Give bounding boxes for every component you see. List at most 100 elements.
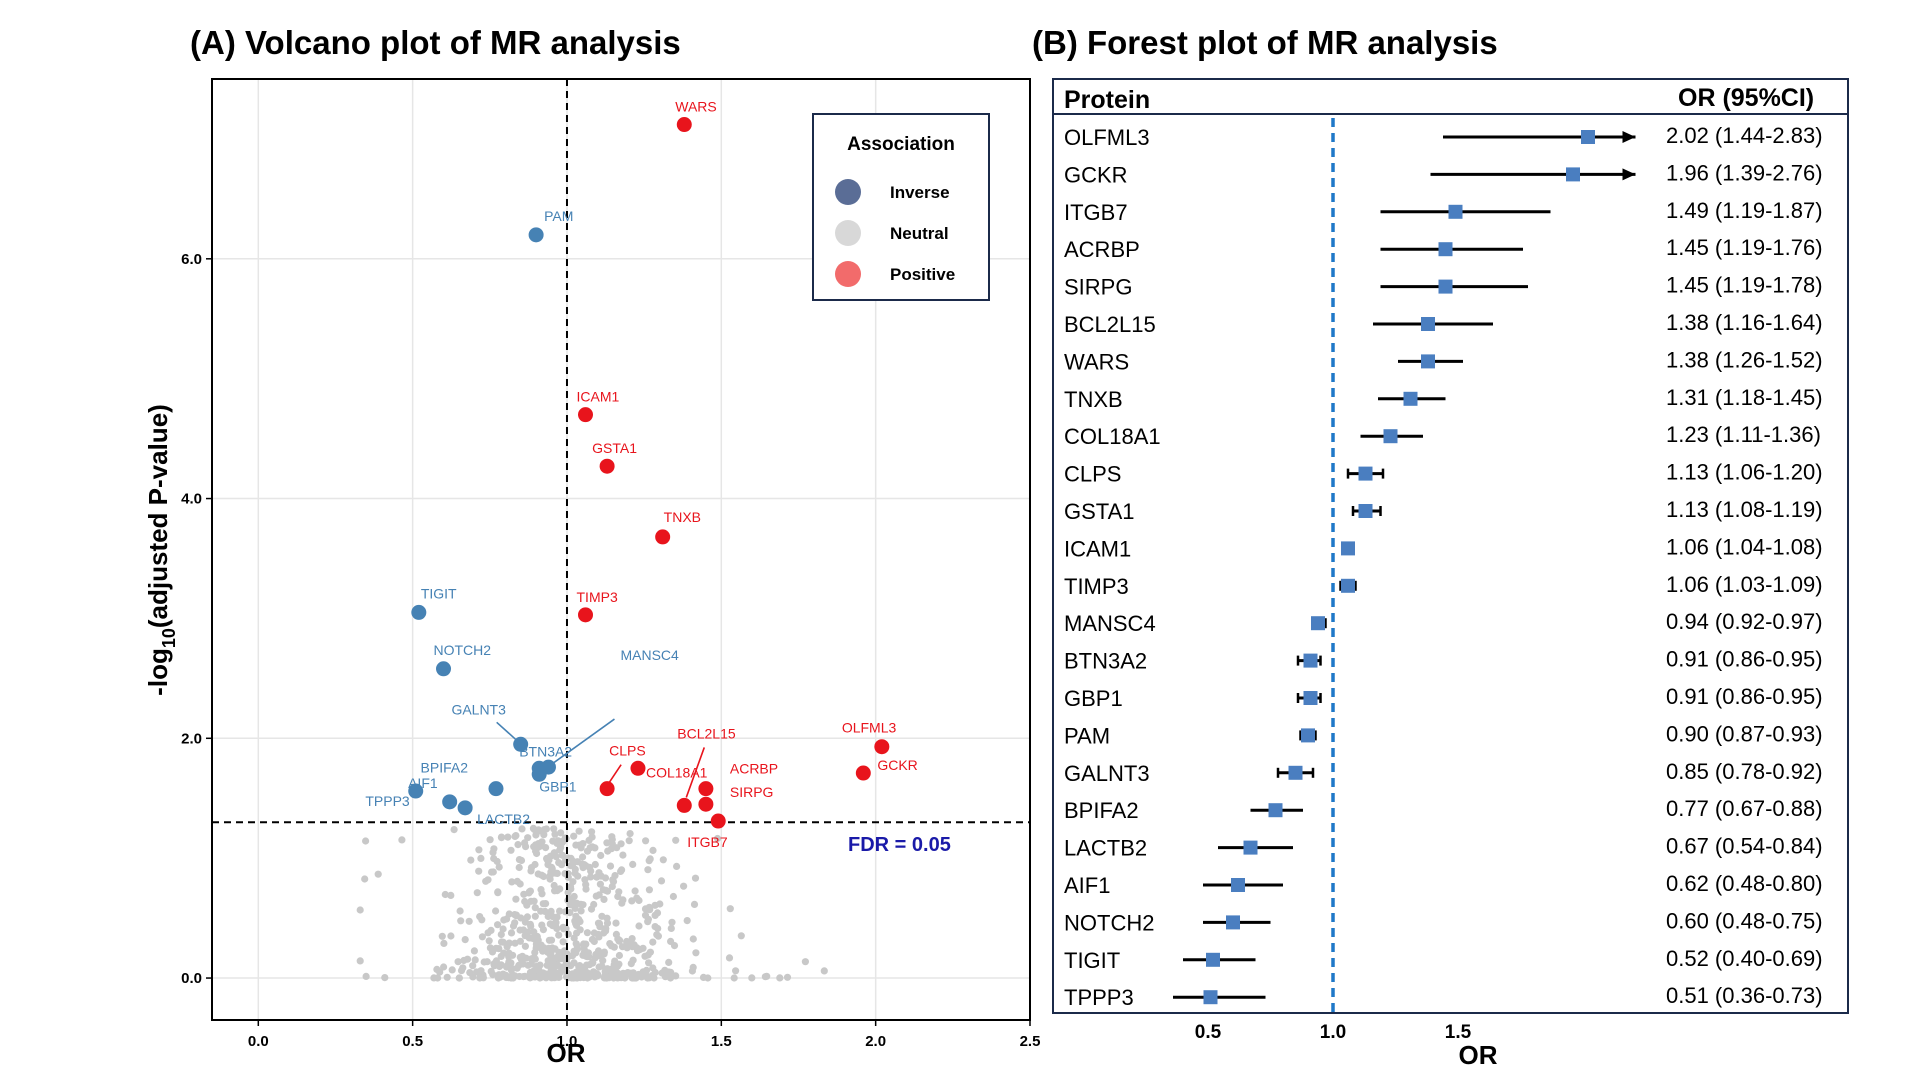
neutral-point [776,974,784,982]
point-pam [528,227,544,243]
point-acrbp [698,781,714,797]
neutral-point [523,913,532,921]
volcano-y-ticks: 0.0 2.0 4.0 6.0 [181,251,212,987]
neutral-point [645,857,653,865]
neutral-point [591,860,599,869]
neutral-point [614,892,622,901]
forest-row-icam1: ICAM1 1.06 (1.04-1.08) [1064,534,1823,561]
point-label-col18a1: COL18A1 [646,764,708,780]
neutral-point [547,936,556,944]
forest-marker-tppp3 [1203,990,1218,1005]
neutral-point [645,959,653,967]
neutral-point [530,953,538,962]
neutral-point [590,937,598,946]
y-title-prefix: -log [143,648,173,696]
neutral-point [633,947,642,955]
forest-marker-olfml3 [1581,130,1595,144]
forest-marker-notch2 [1226,915,1240,930]
neutral-point [448,966,456,974]
forest-frame [1052,78,1849,1014]
forest-marker-pam [1301,728,1315,743]
neutral-point [606,862,615,870]
neutral-point [459,964,467,972]
neutral-point [494,888,502,896]
forest-protein-itgb7: ITGB7 [1064,200,1128,225]
neutral-point [550,881,558,890]
neutral-point [497,952,505,961]
neutral-point [495,863,503,871]
neutral-point [508,878,516,886]
volcano-frame [211,78,1031,1021]
neutral-point [644,915,653,923]
forest-or-ci-notch2: 0.60 (0.48-0.75) [1666,908,1823,933]
point-label-notch2: NOTCH2 [434,642,492,658]
neutral-point [688,967,697,975]
neutral-point [618,866,626,874]
forest-or-ci-sirpg: 1.45 (1.19-1.78) [1666,273,1823,298]
neutral-point [454,958,462,966]
neutral-point [531,912,539,920]
point-label-bcl2l15: BCL2L15 [677,725,736,741]
point-aif1 [442,794,458,810]
neutral-point [541,907,549,916]
neutral-point [524,961,532,969]
legend-inverse-marker [835,179,861,205]
neutral-point [680,882,688,890]
forest-marker-aif1 [1231,878,1245,892]
forest-protein-notch2: NOTCH2 [1064,910,1154,935]
neutral-point [595,933,603,941]
neutral-point [657,877,666,885]
neutral-point [669,892,678,901]
neutral-point [430,974,438,982]
legend-positive-marker [835,261,861,287]
neutral-point [642,837,650,845]
neutral-point [492,907,500,915]
neutral-point [726,905,734,913]
neutral-point [511,939,519,947]
y-tick-label-6.0: 6.0 [181,251,202,268]
forest-protein-pam: PAM [1064,723,1110,748]
forest-marker-bpifa2 [1268,803,1283,818]
forest-or-ci-lactb2: 0.67 (0.54-0.84) [1666,834,1823,859]
neutral-point [619,896,627,904]
neutral-point [553,924,561,933]
neutral-point [556,907,564,915]
fdr-label: FDR = 0.05 [848,834,951,856]
forest-row-tigit: TIGIT 0.52 (0.40-0.69) [1064,946,1823,973]
neutral-point [579,864,587,872]
neutral-point [573,945,582,953]
neutral-point [530,928,538,936]
neutral-point [763,972,771,980]
forest-or-ci-icam1: 1.06 (1.04-1.08) [1666,534,1823,559]
neutral-point [515,863,523,872]
neutral-point [672,836,680,844]
neutral-point [534,870,542,878]
reference-lines [212,79,1030,1020]
neutral-point [480,958,488,966]
forest-protein-col18a1: COL18A1 [1064,424,1161,449]
forest-protein-tppp3: TPPP3 [1064,985,1134,1010]
neutral-point [673,862,681,871]
forest-row-tnxb: TNXB 1.31 (1.18-1.45) [1064,385,1823,412]
x-tick-label-1.5: 1.5 [711,1033,732,1050]
neutral-point [531,973,539,981]
forest-protein-mansc4: MANSC4 [1064,611,1156,636]
forest-marker-galnt3 [1288,765,1303,780]
forest-protein-bcl2l15: BCL2L15 [1064,312,1156,337]
neutral-point [516,926,524,934]
forest-protein-galnt3: GALNT3 [1064,761,1150,786]
neutral-point [666,974,675,982]
point-galnt3 [513,736,529,752]
neutral-point [469,962,477,970]
neutral-point [450,826,458,834]
point-label-icam1: ICAM1 [577,389,620,405]
point-label-gsta1: GSTA1 [592,440,637,456]
forest-row-lactb2: LACTB2 0.67 (0.54-0.84) [1064,834,1823,861]
neutral-point [559,938,567,946]
neutral-point [505,910,513,918]
point-label-galnt3: GALNT3 [451,701,506,717]
neutral-point [503,962,511,970]
neutral-point [533,849,541,858]
neutral-point [536,961,544,969]
forest-x-title: OR [1459,1040,1498,1070]
